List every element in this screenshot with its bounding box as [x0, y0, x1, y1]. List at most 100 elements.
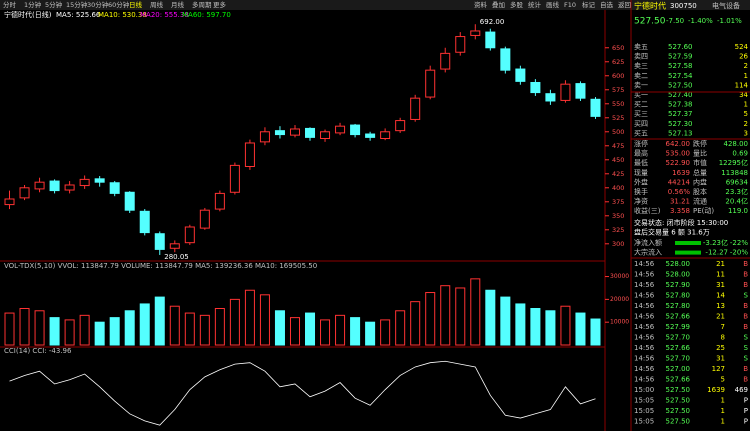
candle-body [289, 128, 300, 136]
y-tick-label: 500 [612, 128, 624, 136]
volume-bar [395, 310, 406, 346]
trade-volume: 11 [716, 271, 725, 279]
volume-bar [19, 308, 30, 346]
chart-title: 宁德时代(日线) [4, 10, 52, 19]
candle-body [154, 233, 165, 250]
candle-body [365, 133, 376, 138]
menu-item: 日线 [129, 0, 143, 9]
y-tick-label: 450 [612, 156, 624, 164]
volume-bar [455, 287, 466, 346]
volume-bar [500, 296, 511, 346]
trade-flag: B [743, 323, 748, 331]
indicator: MA5: 525.66 [56, 11, 101, 19]
candle-body [380, 131, 391, 139]
book-volume: 34 [739, 91, 748, 99]
volume-bar [590, 318, 601, 346]
stat-value: 522.90 [666, 159, 691, 167]
menu-item: 30分钟 [87, 0, 109, 9]
y-tick-label: 300 [612, 240, 624, 248]
y-tick-label: 550 [612, 100, 624, 108]
candle-body [244, 142, 255, 168]
y-tick-label: 10000 [610, 319, 629, 326]
candle-body [320, 131, 331, 139]
sector: 电气设备 [712, 1, 740, 10]
trade-flag: B [743, 260, 748, 268]
volume-bar [154, 296, 165, 346]
trade-volume: 5 [721, 376, 725, 384]
book-volume: 2 [744, 120, 748, 128]
trade-time: 15:05 [634, 418, 654, 426]
candle-body [184, 226, 195, 244]
candle-body [545, 93, 556, 102]
book-price: 527.60 [668, 43, 693, 51]
volume-bar [380, 319, 391, 346]
menu-item: 多周期 [192, 0, 212, 9]
stat-label: 涨停 [634, 139, 648, 148]
candle-body [214, 192, 225, 210]
y-tick-label: 650 [612, 44, 624, 52]
stat-value: 44214 [668, 178, 691, 186]
volume-bar [440, 285, 451, 346]
trade-volume: 8 [721, 334, 725, 342]
trade-flag: B [743, 313, 748, 321]
volume-bar [139, 303, 150, 346]
trade-time: 14:56 [634, 334, 655, 342]
volume-bar [34, 310, 45, 346]
trade-flag: S [744, 355, 749, 363]
menu-item: 返回 [618, 1, 631, 9]
candle-body [4, 198, 15, 206]
volume-bar [94, 321, 105, 346]
book-label: 卖五 [634, 43, 648, 51]
menu-item: 15分钟 [66, 0, 88, 9]
trade-time: 14:56 [634, 313, 655, 321]
volume-bar [350, 317, 361, 346]
candle-body [530, 81, 541, 94]
trade-time: 14:56 [634, 344, 655, 352]
stat-value: 0.56% [668, 188, 691, 196]
indicator: MA20: 555.38 [140, 11, 189, 19]
trade-flag: B [743, 271, 748, 279]
book-volume: 524 [735, 43, 749, 51]
menu-item: 统计 [528, 0, 542, 9]
price: 527.50 [634, 17, 666, 27]
trade-flag: P [744, 407, 748, 415]
trade-time: 14:56 [634, 323, 655, 331]
trade-volume: 1 [721, 397, 725, 405]
stat-label: 量比 [693, 149, 707, 158]
stat-value: 428.00 [724, 140, 749, 148]
book-price: 527.54 [668, 72, 693, 80]
menu-item: 画线 [546, 0, 560, 9]
trade-price: 527.66 [666, 376, 691, 384]
candle-body [124, 191, 135, 211]
trade-time: 14:56 [634, 260, 655, 268]
book-volume: 5 [744, 110, 748, 118]
book-price: 527.13 [668, 129, 693, 137]
y-tick-label: 375 [612, 198, 624, 206]
menu-item: 更多 [213, 0, 227, 9]
trade-price: 527.70 [666, 334, 691, 342]
menu-item: 自选 [600, 0, 614, 9]
stat-value: 23.3亿 [725, 187, 748, 196]
flow-bar [675, 250, 701, 255]
candle-body [500, 48, 511, 71]
trade-time: 14:56 [634, 281, 655, 289]
stat-value: 0.69 [732, 150, 748, 158]
trade-volume: 14 [716, 292, 725, 300]
book-label: 买二 [634, 101, 648, 109]
book-price: 527.40 [668, 91, 693, 99]
volume-bar [199, 314, 210, 346]
menu-item: 月线 [171, 0, 185, 9]
trade-price: 527.80 [666, 302, 691, 310]
volume-title: VOL-TDX(5,10) VVOL: 113847.79 VOLUME: 11… [4, 262, 317, 270]
stat-label: 收益(三) [634, 206, 661, 215]
candle-body [94, 178, 105, 183]
trade-price: 528.00 [666, 271, 691, 279]
stat-label: 现量 [634, 169, 648, 177]
stock-name: 宁德时代 [634, 1, 666, 11]
stat-value: 1639 [672, 169, 690, 177]
volume-bar [335, 314, 346, 346]
candle-body [455, 36, 466, 53]
book-label: 买四 [634, 120, 648, 128]
menu-item: 标记 [582, 0, 596, 9]
